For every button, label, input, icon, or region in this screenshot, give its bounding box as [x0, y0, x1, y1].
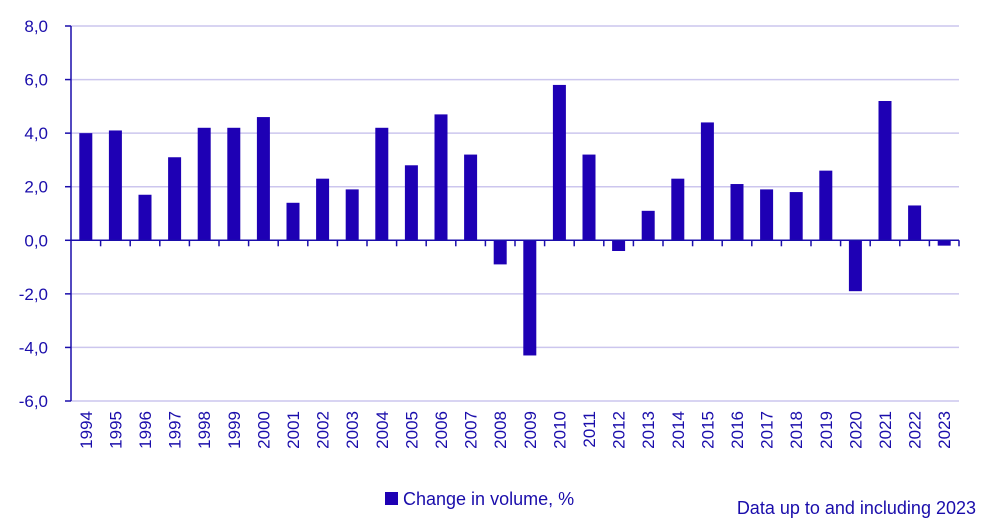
bar-1999 [227, 127, 241, 241]
bar-2001 [286, 202, 300, 241]
bar-2015 [700, 122, 714, 241]
x-tick-label: 1998 [195, 411, 214, 449]
data-note: Data up to and including 2023 [737, 498, 976, 518]
x-tick-label: 2009 [521, 411, 540, 449]
x-tick-label: 2013 [639, 411, 658, 449]
bar-2000 [256, 117, 270, 241]
bar-2002 [316, 178, 330, 241]
x-tick-label: 2011 [580, 411, 599, 448]
y-tick-label: 8,0 [24, 17, 48, 36]
bar-1998 [197, 127, 211, 241]
x-tick-label: 1999 [225, 411, 244, 449]
bar-2013 [641, 210, 655, 241]
x-tick-label: 2019 [817, 411, 836, 449]
x-tick-label: 2005 [402, 411, 421, 449]
x-tick-label: 2001 [284, 411, 303, 449]
x-tick-label: 1994 [77, 411, 96, 449]
x-tick-label: 2022 [906, 411, 925, 449]
bar-2004 [375, 127, 389, 241]
x-tick-label: 1995 [106, 411, 125, 449]
x-tick-label: 2023 [935, 411, 954, 449]
y-tick-label: -2,0 [19, 285, 48, 304]
legend: Change in volume, % [385, 489, 574, 509]
bar-2017 [760, 189, 774, 241]
bar-1997 [168, 157, 182, 241]
x-tick-label: 2002 [314, 411, 333, 449]
y-tick-label: 2,0 [24, 178, 48, 197]
bar-2005 [404, 165, 418, 241]
legend-label: Change in volume, % [403, 489, 574, 509]
bar-2012 [612, 240, 626, 251]
bar-2018 [789, 192, 803, 241]
bar-2011 [582, 154, 596, 241]
x-tick-label: 2010 [550, 411, 569, 449]
x-tick-label: 1996 [136, 411, 155, 449]
y-tick-label: 0,0 [24, 231, 48, 250]
x-tick-label: 2020 [846, 411, 865, 449]
y-tick-label: 4,0 [24, 124, 48, 143]
bar-1996 [138, 194, 152, 241]
x-tick-label: 2018 [787, 411, 806, 449]
y-tick-label: -4,0 [19, 338, 48, 357]
x-tick-label: 2016 [728, 411, 747, 449]
x-tick-label: 2012 [610, 411, 629, 449]
bar-2006 [434, 114, 448, 241]
bar-1994 [79, 133, 93, 241]
x-tick-label: 2014 [669, 411, 688, 449]
bar-2022 [908, 205, 922, 241]
x-tick-label: 2017 [758, 411, 777, 449]
x-tick-label: 2007 [462, 411, 481, 449]
bar-2019 [819, 170, 833, 241]
grid-lines [71, 25, 959, 402]
bar-2016 [730, 184, 744, 241]
bars [79, 84, 951, 356]
bar-2023 [937, 240, 951, 246]
bar-2008 [493, 240, 507, 265]
y-tick-labels: -6,0 -4,0 -2,0 0,0 2,0 4,0 6,0 8,0 [19, 17, 48, 411]
bar-2010 [552, 84, 566, 241]
x-tick-label: 1997 [166, 411, 185, 449]
bar-2021 [878, 101, 892, 241]
x-tick-label: 2000 [254, 411, 273, 449]
bar-2014 [671, 178, 685, 241]
y-tick-label: -6,0 [19, 392, 48, 411]
x-tick-label: 2003 [343, 411, 362, 449]
x-tick-label: 2008 [491, 411, 510, 449]
x-tick-label: 2006 [432, 411, 451, 449]
legend-swatch [385, 492, 398, 505]
x-tick-labels: 1994 1995 1996 1997 1998 1999 2000 2001 2002 2003… [77, 411, 954, 449]
bar-2007 [464, 154, 478, 241]
bar-1995 [108, 130, 122, 241]
axes [65, 25, 960, 402]
x-tick-label: 2004 [373, 411, 392, 449]
y-tick-label: 6,0 [24, 71, 48, 90]
x-tick-label: 2021 [876, 411, 895, 449]
bar-2009 [523, 240, 537, 356]
bar-2020 [848, 240, 862, 292]
x-tick-label: 2015 [698, 411, 717, 449]
bar-2003 [345, 189, 359, 241]
